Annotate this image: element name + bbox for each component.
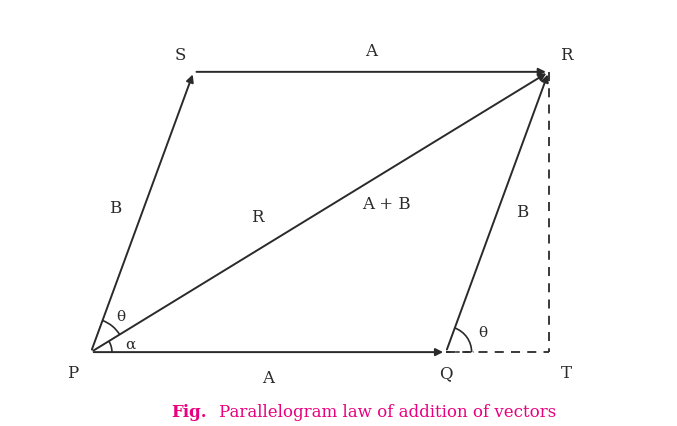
Text: R: R — [560, 46, 573, 63]
Text: S: S — [175, 46, 186, 63]
Text: Fig.: Fig. — [171, 403, 207, 420]
Text: θ: θ — [116, 309, 125, 323]
Text: T: T — [561, 364, 572, 381]
Text: α: α — [125, 337, 135, 351]
Text: R: R — [251, 209, 263, 225]
Text: P: P — [68, 364, 79, 381]
Text: B: B — [110, 199, 122, 216]
Text: A: A — [365, 43, 377, 60]
Text: Q: Q — [439, 364, 453, 381]
Text: θ: θ — [478, 325, 487, 339]
Text: A + B: A + B — [362, 196, 410, 213]
Text: B: B — [516, 204, 528, 221]
Text: A: A — [263, 369, 274, 386]
Text: Parallelogram law of addition of vectors: Parallelogram law of addition of vectors — [219, 403, 556, 420]
